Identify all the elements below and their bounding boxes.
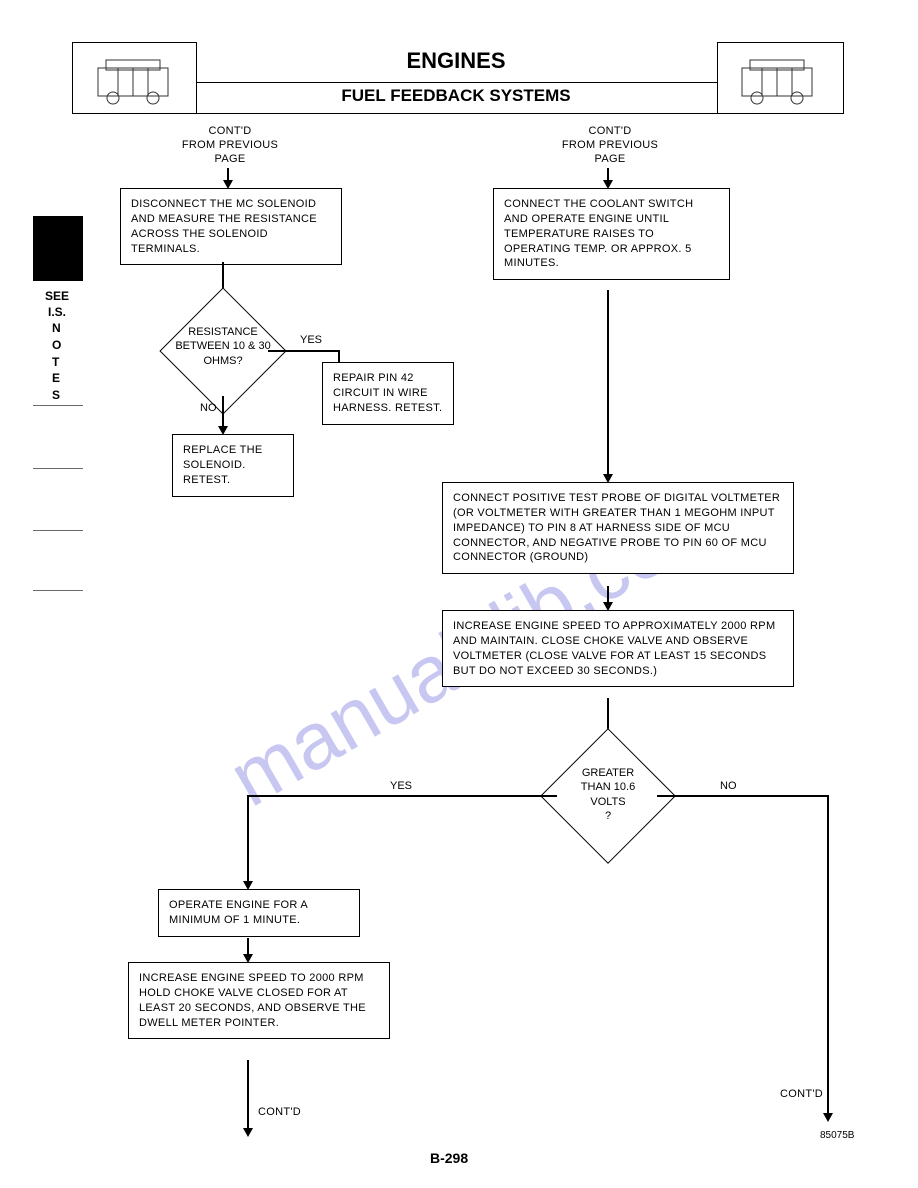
decision-voltage-text: GREATER THAN 10.6 VOLTS ? bbox=[552, 766, 664, 823]
side-black-tab bbox=[33, 216, 83, 281]
no-label-2: NO bbox=[720, 780, 737, 792]
step-observe-dwell: INCREASE ENGINE SPEED TO 2000 RPM HOLD C… bbox=[128, 962, 390, 1039]
arrow bbox=[823, 1113, 833, 1122]
side-rule-1 bbox=[33, 405, 83, 406]
engine-icon-left bbox=[88, 48, 183, 108]
contd-top-left: CONT'D FROM PREVIOUS PAGE bbox=[150, 125, 310, 166]
contd-bottom-left: CONT'D bbox=[258, 1106, 301, 1120]
step-disconnect-solenoid: DISCONNECT THE MC SOLENOID AND MEASURE T… bbox=[120, 188, 342, 265]
side-see-label: SEE bbox=[45, 288, 69, 305]
side-notes-label: N O T E S bbox=[52, 320, 61, 404]
connector bbox=[222, 396, 224, 430]
connector bbox=[268, 350, 338, 352]
no-label: NO bbox=[200, 402, 217, 414]
contd-top-right: CONT'D FROM PREVIOUS PAGE bbox=[530, 125, 690, 166]
side-rule-4 bbox=[33, 590, 83, 591]
connector bbox=[607, 290, 609, 478]
step-operate-1min: OPERATE ENGINE FOR A MINIMUM OF 1 MINUTE… bbox=[158, 889, 360, 937]
connector bbox=[827, 795, 829, 1115]
side-rule-2 bbox=[33, 468, 83, 469]
yes-label-2: YES bbox=[390, 780, 412, 792]
step-repair-pin42: REPAIR PIN 42 CIRCUIT IN WIRE HARNESS. R… bbox=[322, 362, 454, 425]
figure-reference: 85075B bbox=[820, 1130, 854, 1141]
connector bbox=[657, 795, 827, 797]
page-number: B-298 bbox=[430, 1150, 468, 1166]
step-connect-coolant-switch: CONNECT THE COOLANT SWITCH AND OPERATE E… bbox=[493, 188, 730, 280]
decision-resistance-text: RESISTANCE BETWEEN 10 & 30 OHMS? bbox=[158, 325, 288, 368]
page-title: ENGINES bbox=[196, 48, 716, 74]
connector bbox=[247, 1060, 249, 1130]
step-replace-solenoid: REPLACE THE SOLENOID. RETEST. bbox=[172, 434, 294, 497]
side-is-label: I.S. bbox=[48, 304, 66, 321]
page-subtitle: FUEL FEEDBACK SYSTEMS bbox=[196, 86, 716, 106]
arrow bbox=[243, 1128, 253, 1137]
engine-icon-right bbox=[732, 48, 827, 108]
contd-bottom-right: CONT'D bbox=[780, 1088, 823, 1102]
side-rule-3 bbox=[33, 530, 83, 531]
step-increase-rpm-observe: INCREASE ENGINE SPEED TO APPROXIMATELY 2… bbox=[442, 610, 794, 687]
yes-label: YES bbox=[300, 334, 322, 346]
connector bbox=[247, 795, 557, 797]
connector bbox=[247, 795, 249, 885]
step-connect-voltmeter: CONNECT POSITIVE TEST PROBE OF DIGITAL V… bbox=[442, 482, 794, 574]
